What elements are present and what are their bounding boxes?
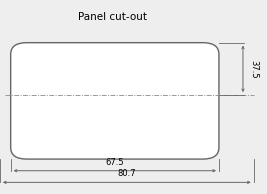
Text: Panel cut-out: Panel cut-out: [78, 12, 147, 22]
Text: 37.5: 37.5: [249, 60, 258, 78]
Text: 67.5: 67.5: [105, 158, 124, 167]
FancyBboxPatch shape: [11, 43, 219, 159]
Text: 80.7: 80.7: [117, 170, 136, 178]
